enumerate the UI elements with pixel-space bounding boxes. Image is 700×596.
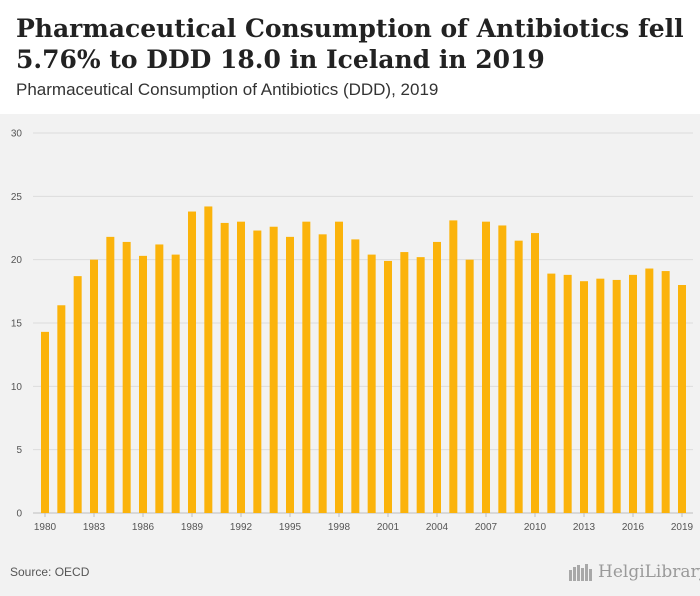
logo-text: HelgiLibrary <box>598 562 700 582</box>
x-tick-label: 1980 <box>34 522 57 533</box>
y-tick-label: 15 <box>11 319 23 330</box>
bar-1996 <box>302 221 311 513</box>
bar-1991 <box>220 222 229 513</box>
bar-2010 <box>531 233 539 514</box>
bar-1984 <box>106 236 115 513</box>
bar-2006 <box>465 259 474 513</box>
bar-2008 <box>498 225 507 513</box>
bar-2000 <box>367 254 376 513</box>
bar-1990 <box>204 206 213 513</box>
bar-2012 <box>563 274 572 513</box>
y-tick-label: 30 <box>11 129 23 140</box>
bar-2013 <box>580 281 588 513</box>
bar-2016 <box>629 274 637 513</box>
bar-1989 <box>188 211 196 514</box>
x-tick-label: 2010 <box>524 522 547 533</box>
bar-1986 <box>139 255 147 513</box>
bar-2002 <box>400 252 409 514</box>
bar-1983 <box>90 259 98 513</box>
bar-1993 <box>253 230 262 514</box>
x-tick-label: 1998 <box>328 522 351 533</box>
source-note: Source: OECD <box>10 565 90 579</box>
bar-2009 <box>514 240 523 513</box>
bar-1994 <box>269 226 278 513</box>
y-tick-label: 10 <box>11 382 23 393</box>
bar-2015 <box>612 279 621 513</box>
bar-1999 <box>351 239 360 513</box>
bar-1998 <box>335 221 343 513</box>
bar-1982 <box>73 276 82 513</box>
x-tick-label: 1989 <box>181 522 204 533</box>
bar-2019 <box>678 285 686 513</box>
bar-chart: 0 5 10 15 20 25 30 1980 1983 1986 1989 1992 1995 1998… <box>11 129 694 534</box>
bar-2018 <box>661 271 670 513</box>
bar-2011 <box>547 273 556 513</box>
helgilibrary-logo: HelgiLibrary <box>568 562 700 582</box>
bar-1987 <box>155 244 164 513</box>
x-tick-label: 2016 <box>622 522 645 533</box>
x-tick-label: 2004 <box>426 522 449 533</box>
bar-1992 <box>237 221 245 513</box>
y-tick-label: 5 <box>16 445 22 456</box>
bar-1980 <box>41 331 49 513</box>
y-tick-label: 25 <box>11 192 23 203</box>
x-tick-label: 1992 <box>230 522 253 533</box>
bar-1988 <box>171 254 180 513</box>
bar-1981 <box>57 305 66 513</box>
bar-1995 <box>286 236 294 513</box>
bar-2004 <box>433 241 441 513</box>
x-tick-label: 2019 <box>671 522 694 533</box>
header: Pharmaceutical Consumption of Antibiotic… <box>0 0 700 114</box>
x-tick-label: 1986 <box>132 522 155 533</box>
bar-2005 <box>449 220 458 513</box>
y-tick-label: 0 <box>16 509 22 520</box>
bar-2014 <box>596 278 605 513</box>
bar-2007 <box>482 221 490 513</box>
x-tick-label: 2001 <box>377 522 400 533</box>
bar-1985 <box>122 241 131 513</box>
chart-subtitle: Pharmaceutical Consumption of Antibiotic… <box>16 80 439 99</box>
x-tick-label: 1983 <box>83 522 106 533</box>
x-tick-label: 2013 <box>573 522 596 533</box>
x-tick-label: 1995 <box>279 522 302 533</box>
library-icon <box>569 564 592 581</box>
bar-2001 <box>384 260 392 513</box>
bar-2017 <box>645 268 654 513</box>
y-tick-label: 20 <box>11 255 23 266</box>
x-tick-label: 2007 <box>475 522 498 533</box>
bar-2003 <box>416 257 425 513</box>
chart-title: Pharmaceutical Consumption of Antibiotic… <box>16 14 684 74</box>
bar-1997 <box>318 234 327 514</box>
